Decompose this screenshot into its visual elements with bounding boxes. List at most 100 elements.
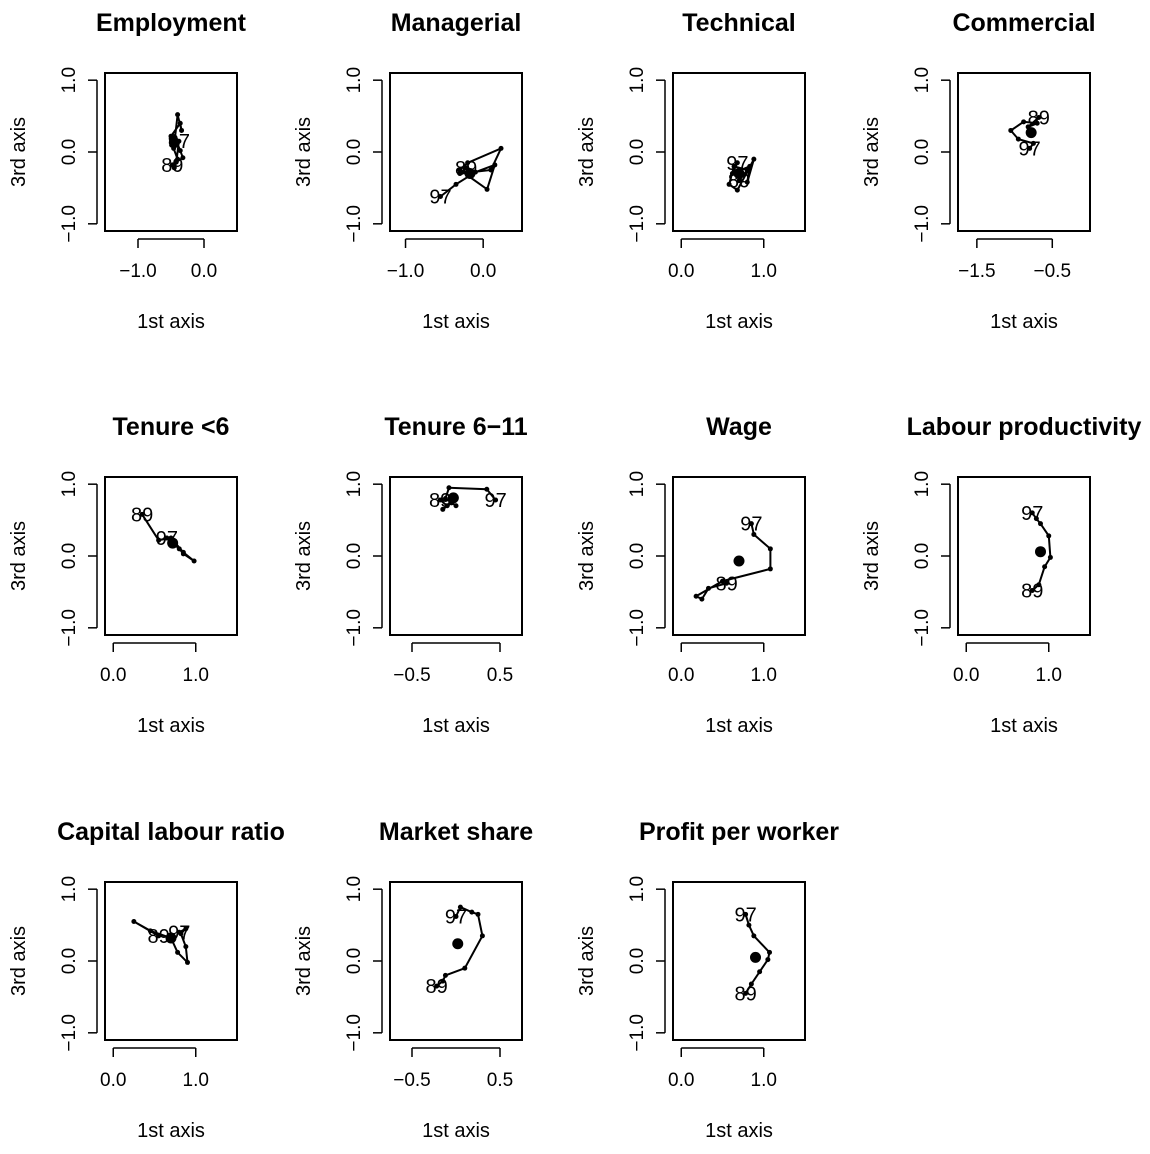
x-axis: 0.0 1.0 1st axis <box>668 642 777 737</box>
x-axis-label: 1st axis <box>990 311 1058 333</box>
x-axis: 0.0 1.0 1st axis <box>100 642 209 737</box>
trajectory-point <box>748 981 754 987</box>
panel-title: Tenure <6 <box>113 413 230 441</box>
x-tick-label: 0.0 <box>100 665 126 686</box>
mean-point <box>447 492 459 504</box>
y-tick-label: 1.0 <box>344 876 365 902</box>
x-tick-label: 0.0 <box>668 1070 694 1091</box>
start-year-label: 89 <box>734 983 756 1005</box>
y-tick-label: 0.0 <box>59 543 80 569</box>
trajectory-point <box>475 911 481 917</box>
start-year-label: 89 <box>148 926 170 948</box>
trajectory-point <box>469 909 475 915</box>
panel-title: Profit per worker <box>639 818 839 846</box>
trajectory-point <box>437 194 443 200</box>
trajectory-point <box>1029 510 1035 516</box>
trajectory-point <box>1030 140 1036 146</box>
end-year-label: 97 <box>168 922 190 944</box>
trajectory-point <box>176 546 182 552</box>
end-year-label: 97 <box>726 153 748 175</box>
trajectory-point <box>453 503 459 509</box>
trajectory-point <box>462 965 468 971</box>
end-year-label: 97 <box>1019 138 1041 160</box>
mean-point <box>452 938 464 950</box>
trajectory-point <box>434 983 440 989</box>
trajectory-point <box>176 929 182 935</box>
trajectory-point <box>1046 533 1052 539</box>
trajectory-point <box>1015 136 1021 142</box>
y-axis-label: 3rd axis <box>576 117 598 187</box>
panel-title: Capital labour ratio <box>57 818 285 846</box>
y-tick-label: 0.0 <box>344 948 365 974</box>
trajectory-point <box>465 160 471 166</box>
trajectory-point <box>751 933 757 939</box>
y-tick-label: 0.0 <box>344 543 365 569</box>
trajectory-point <box>479 933 485 939</box>
plot-frame <box>957 72 1091 232</box>
y-axis: −1.0 0.0 1.0 3rd axis <box>8 67 98 243</box>
end-year-label: 97 <box>445 906 467 928</box>
x-axis-label: 1st axis <box>705 715 773 737</box>
y-tick-label: 1.0 <box>627 67 648 93</box>
trajectory-point <box>757 969 763 975</box>
x-tick-label: 0.0 <box>668 261 694 282</box>
y-tick-label: 0.0 <box>59 139 80 165</box>
trajectory-point <box>743 990 749 996</box>
x-axis-label: 1st axis <box>422 1120 490 1142</box>
trajectory-point <box>1042 564 1048 570</box>
y-axis: −1.0 0.0 1.0 3rd axis <box>861 471 951 647</box>
trajectory-point <box>183 926 189 932</box>
x-tick-label: −1.0 <box>119 261 157 282</box>
plot-frame <box>957 476 1091 636</box>
x-tick-label: 0.0 <box>100 1070 126 1091</box>
trajectory-point <box>457 167 463 173</box>
trajectory-point <box>1047 554 1053 560</box>
x-tick-label: 1.0 <box>183 1070 209 1091</box>
plot-frame <box>104 881 238 1041</box>
y-tick-label: −1.0 <box>912 205 933 243</box>
plot-frame <box>389 72 523 232</box>
trajectory-point <box>705 585 711 591</box>
x-axis: 0.0 1.0 1st axis <box>668 1047 777 1142</box>
x-tick-label: 1.0 <box>751 1070 777 1091</box>
x-axis-label: 1st axis <box>137 1120 205 1142</box>
panel-tenure-6-11: Tenure 6−11 −0.5 0.5 1st axis −1.0 0.0 1.0 3rd … <box>293 413 528 737</box>
trajectory-point <box>767 949 773 955</box>
trajectory-point <box>1029 587 1035 593</box>
y-axis-label: 3rd axis <box>293 117 315 187</box>
y-axis: −1.0 0.0 1.0 3rd axis <box>8 876 98 1052</box>
trajectory-point <box>175 112 181 118</box>
x-axis: −0.5 0.5 1st axis <box>393 1047 513 1142</box>
end-year-label: 97 <box>734 904 756 926</box>
panel-commercial: Commercial −1.5 −0.5 1st axis −1.0 0.0 1.0 3rd … <box>861 9 1096 333</box>
trajectory-point <box>446 485 452 491</box>
mean-point <box>1035 546 1046 558</box>
y-tick-label: 1.0 <box>627 876 648 902</box>
y-axis-label: 3rd axis <box>8 926 30 996</box>
trajectory-point <box>177 148 183 154</box>
trajectory-point <box>484 486 490 492</box>
trajectory-point <box>492 162 498 168</box>
y-tick-label: 1.0 <box>59 876 80 902</box>
plot-frame <box>389 881 523 1041</box>
mean-point <box>733 555 745 567</box>
x-axis-label: 1st axis <box>705 311 773 333</box>
y-axis: −1.0 0.0 1.0 3rd axis <box>293 876 383 1052</box>
y-tick-label: −1.0 <box>344 1014 365 1052</box>
plot-frame <box>104 476 238 636</box>
trajectory-point <box>747 163 753 169</box>
panel-title: Market share <box>379 818 533 846</box>
trajectory-point <box>767 546 773 552</box>
trajectory-point <box>156 933 162 939</box>
panel-title: Technical <box>682 9 795 37</box>
y-axis-label: 3rd axis <box>8 521 30 591</box>
y-tick-label: −1.0 <box>627 205 648 243</box>
y-axis: −1.0 0.0 1.0 3rd axis <box>8 471 98 647</box>
trajectory-point <box>171 165 177 171</box>
mean-point <box>733 168 745 180</box>
x-axis-label: 1st axis <box>137 715 205 737</box>
y-tick-label: 0.0 <box>912 543 933 569</box>
x-tick-label: −1.5 <box>958 261 996 282</box>
y-tick-label: −1.0 <box>344 205 365 243</box>
x-axis: 0.0 1.0 1st axis <box>668 238 777 333</box>
